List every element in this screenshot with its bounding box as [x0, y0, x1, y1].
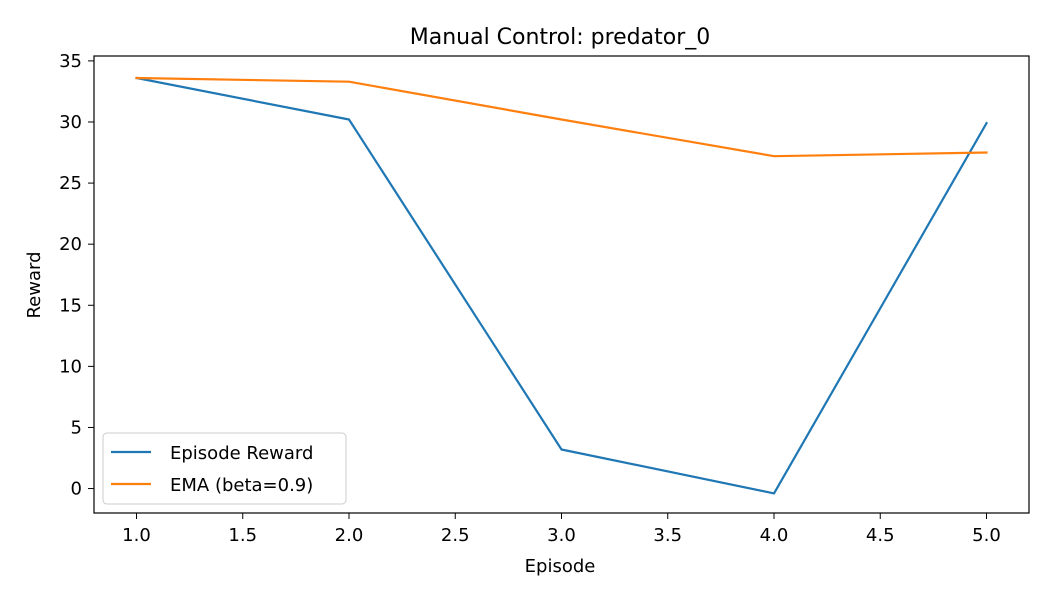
x-axis-ticks: 1.0 1.5 2.0 2.5 3.0 3.5 4.0 4.5 5.0	[122, 513, 1001, 546]
series-line-0	[135, 76, 989, 495]
series-layer	[135, 76, 989, 495]
y-axis-label: Reward	[24, 251, 45, 318]
y-tick-label: 20	[59, 234, 82, 255]
plot-area-frame	[93, 55, 1030, 514]
y-tick-label: 5	[71, 417, 82, 438]
series-line-1	[135, 76, 988, 158]
x-tick-label: 2.5	[441, 525, 470, 546]
x-tick-label: 2.0	[335, 525, 364, 546]
legend-label-ema: EMA (beta=0.9)	[170, 475, 313, 496]
y-tick-label: 0	[71, 479, 82, 500]
legend-label-episode-reward: Episode Reward	[170, 443, 313, 464]
y-tick-label: 25	[59, 173, 82, 194]
chart-title: Manual Control: predator_0	[410, 25, 711, 50]
x-tick-label: 3.5	[653, 525, 682, 546]
legend-box	[102, 432, 347, 505]
y-tick-label: 35	[59, 51, 82, 72]
y-tick-label: 15	[59, 295, 82, 316]
x-tick-label: 1.5	[228, 525, 257, 546]
x-tick-label: 4.5	[866, 525, 895, 546]
y-tick-label: 30	[59, 112, 82, 133]
x-axis-label: Episode	[525, 556, 596, 577]
legend: Episode Reward EMA (beta=0.9)	[102, 432, 347, 505]
x-tick-label: 3.0	[547, 525, 576, 546]
y-axis-ticks: 0 5 10 15 20 25 30 35	[59, 51, 94, 500]
x-tick-label: 4.0	[760, 525, 789, 546]
x-tick-label: 1.0	[122, 525, 151, 546]
x-tick-label: 5.0	[972, 525, 1001, 546]
y-tick-label: 10	[59, 356, 82, 377]
